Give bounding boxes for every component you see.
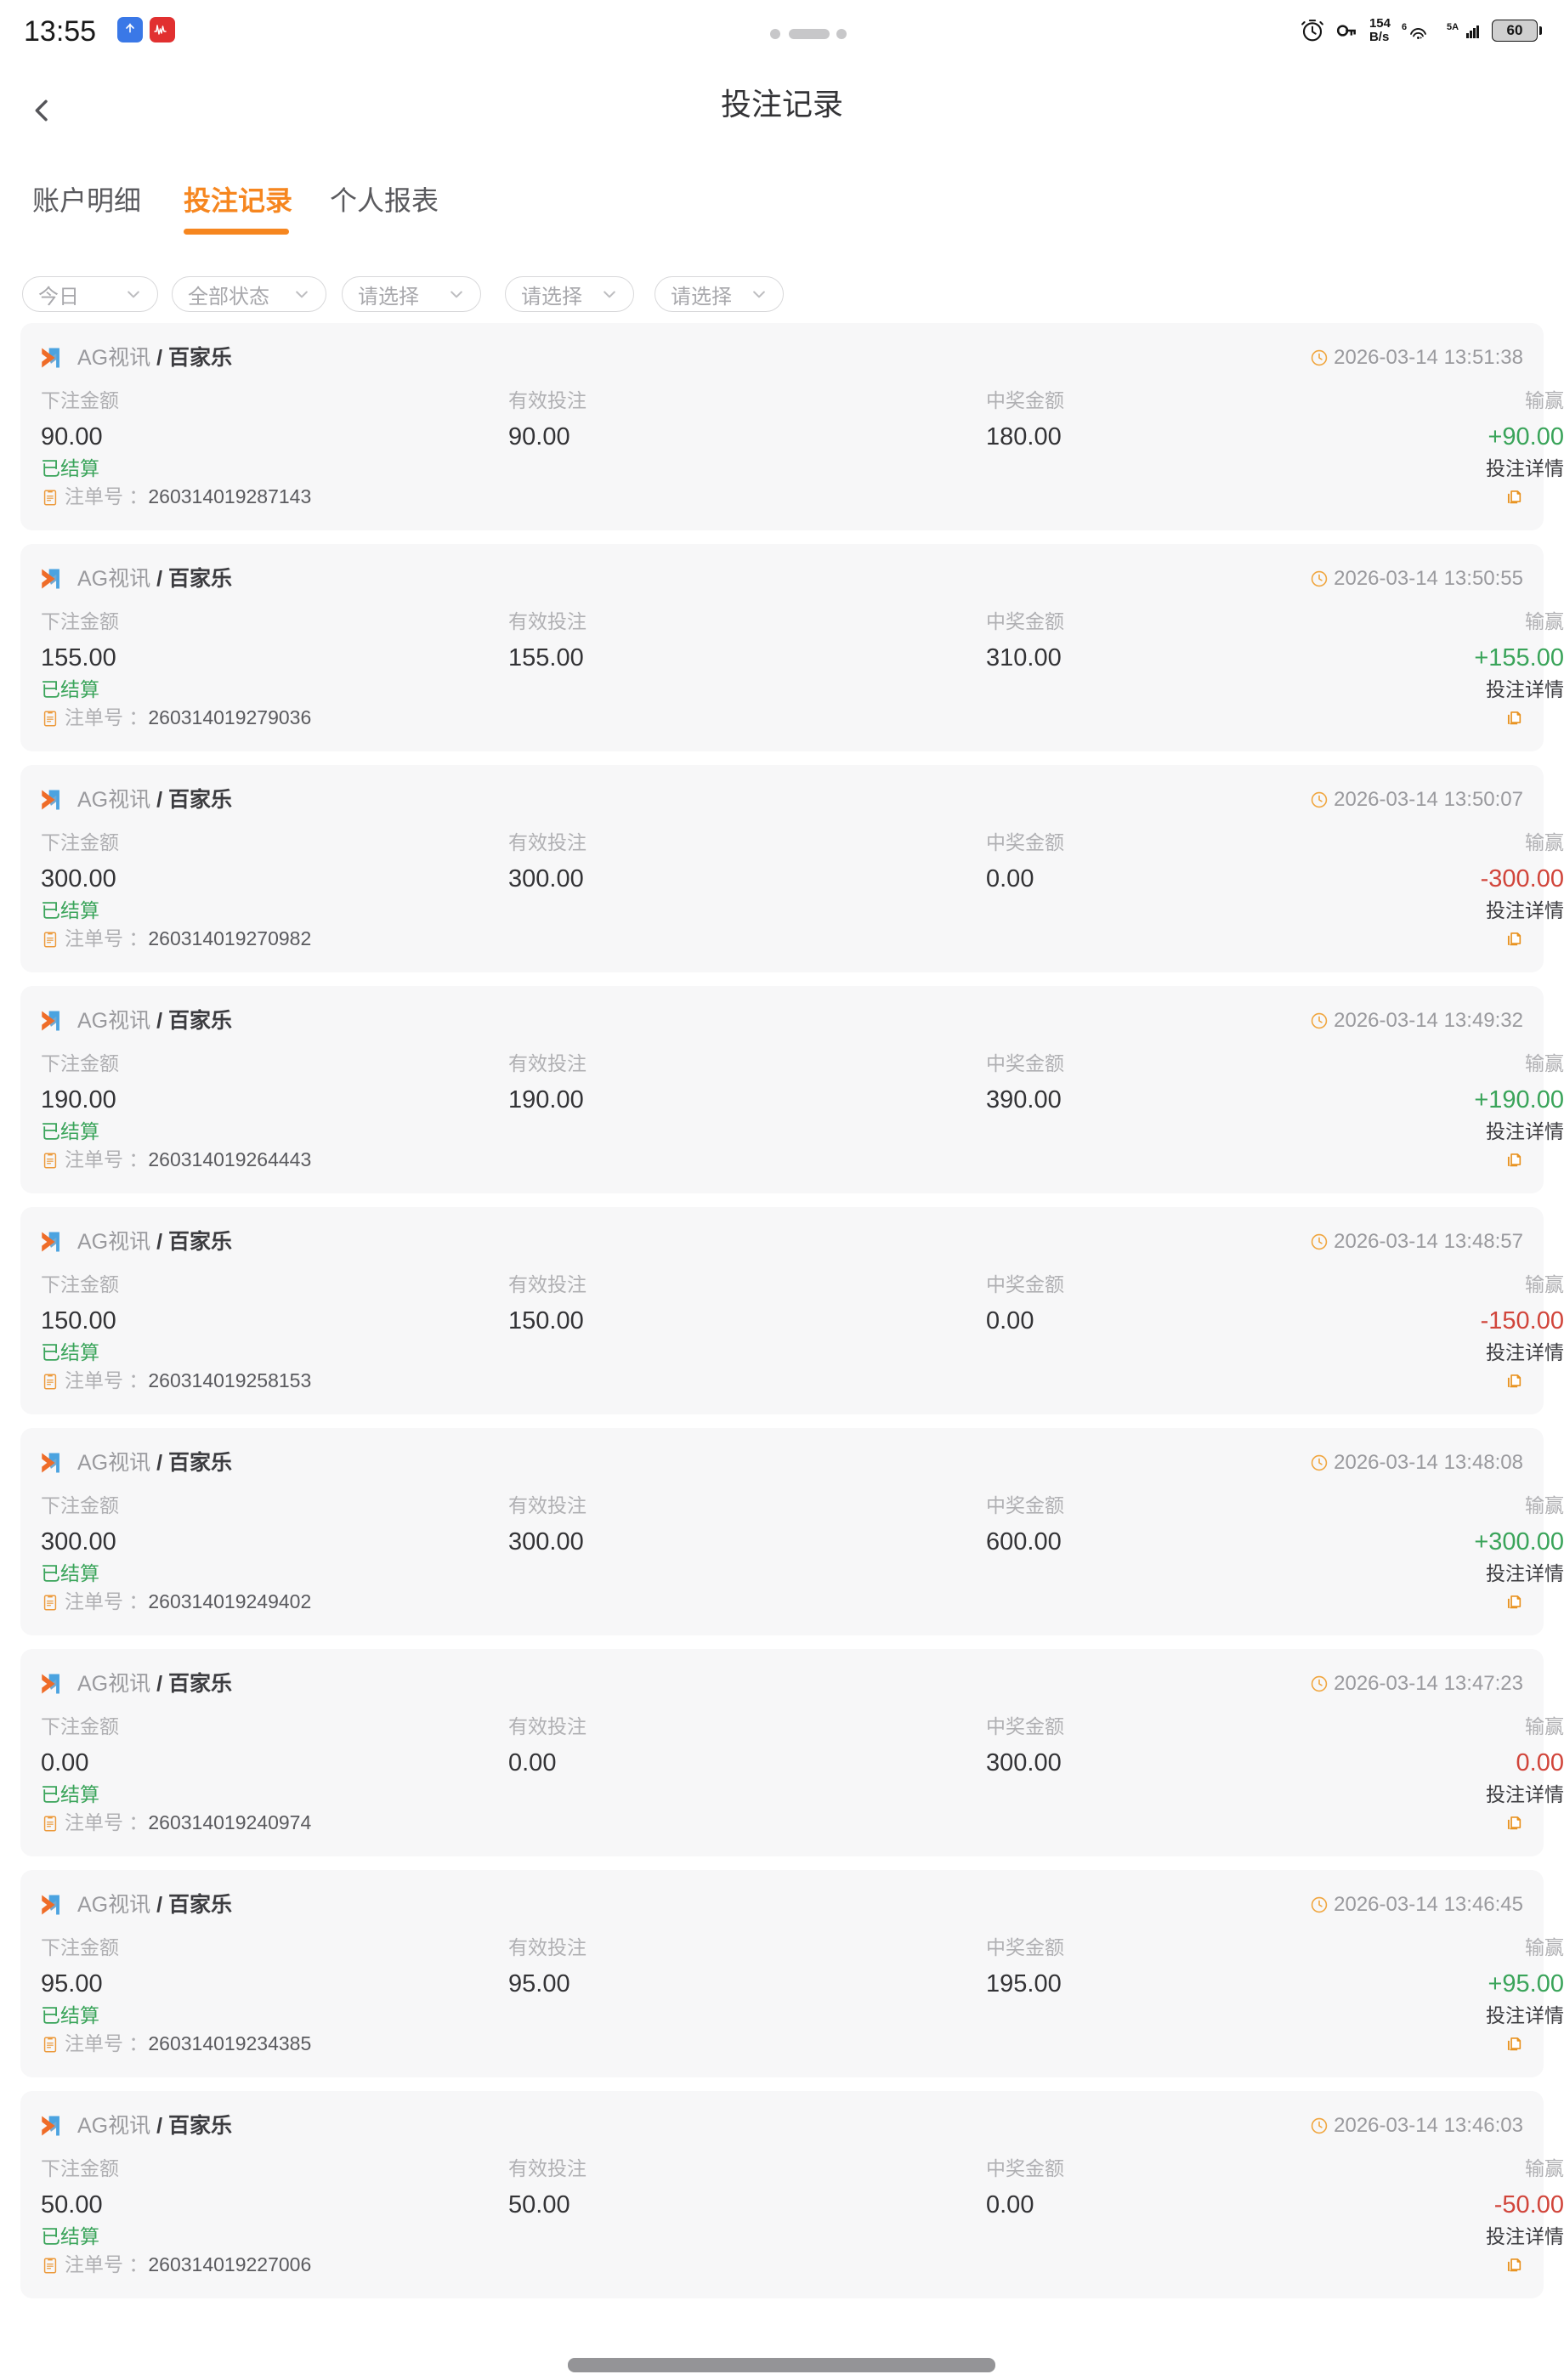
svg-text:5A: 5A xyxy=(1447,22,1459,32)
svg-text:6: 6 xyxy=(1402,22,1407,32)
